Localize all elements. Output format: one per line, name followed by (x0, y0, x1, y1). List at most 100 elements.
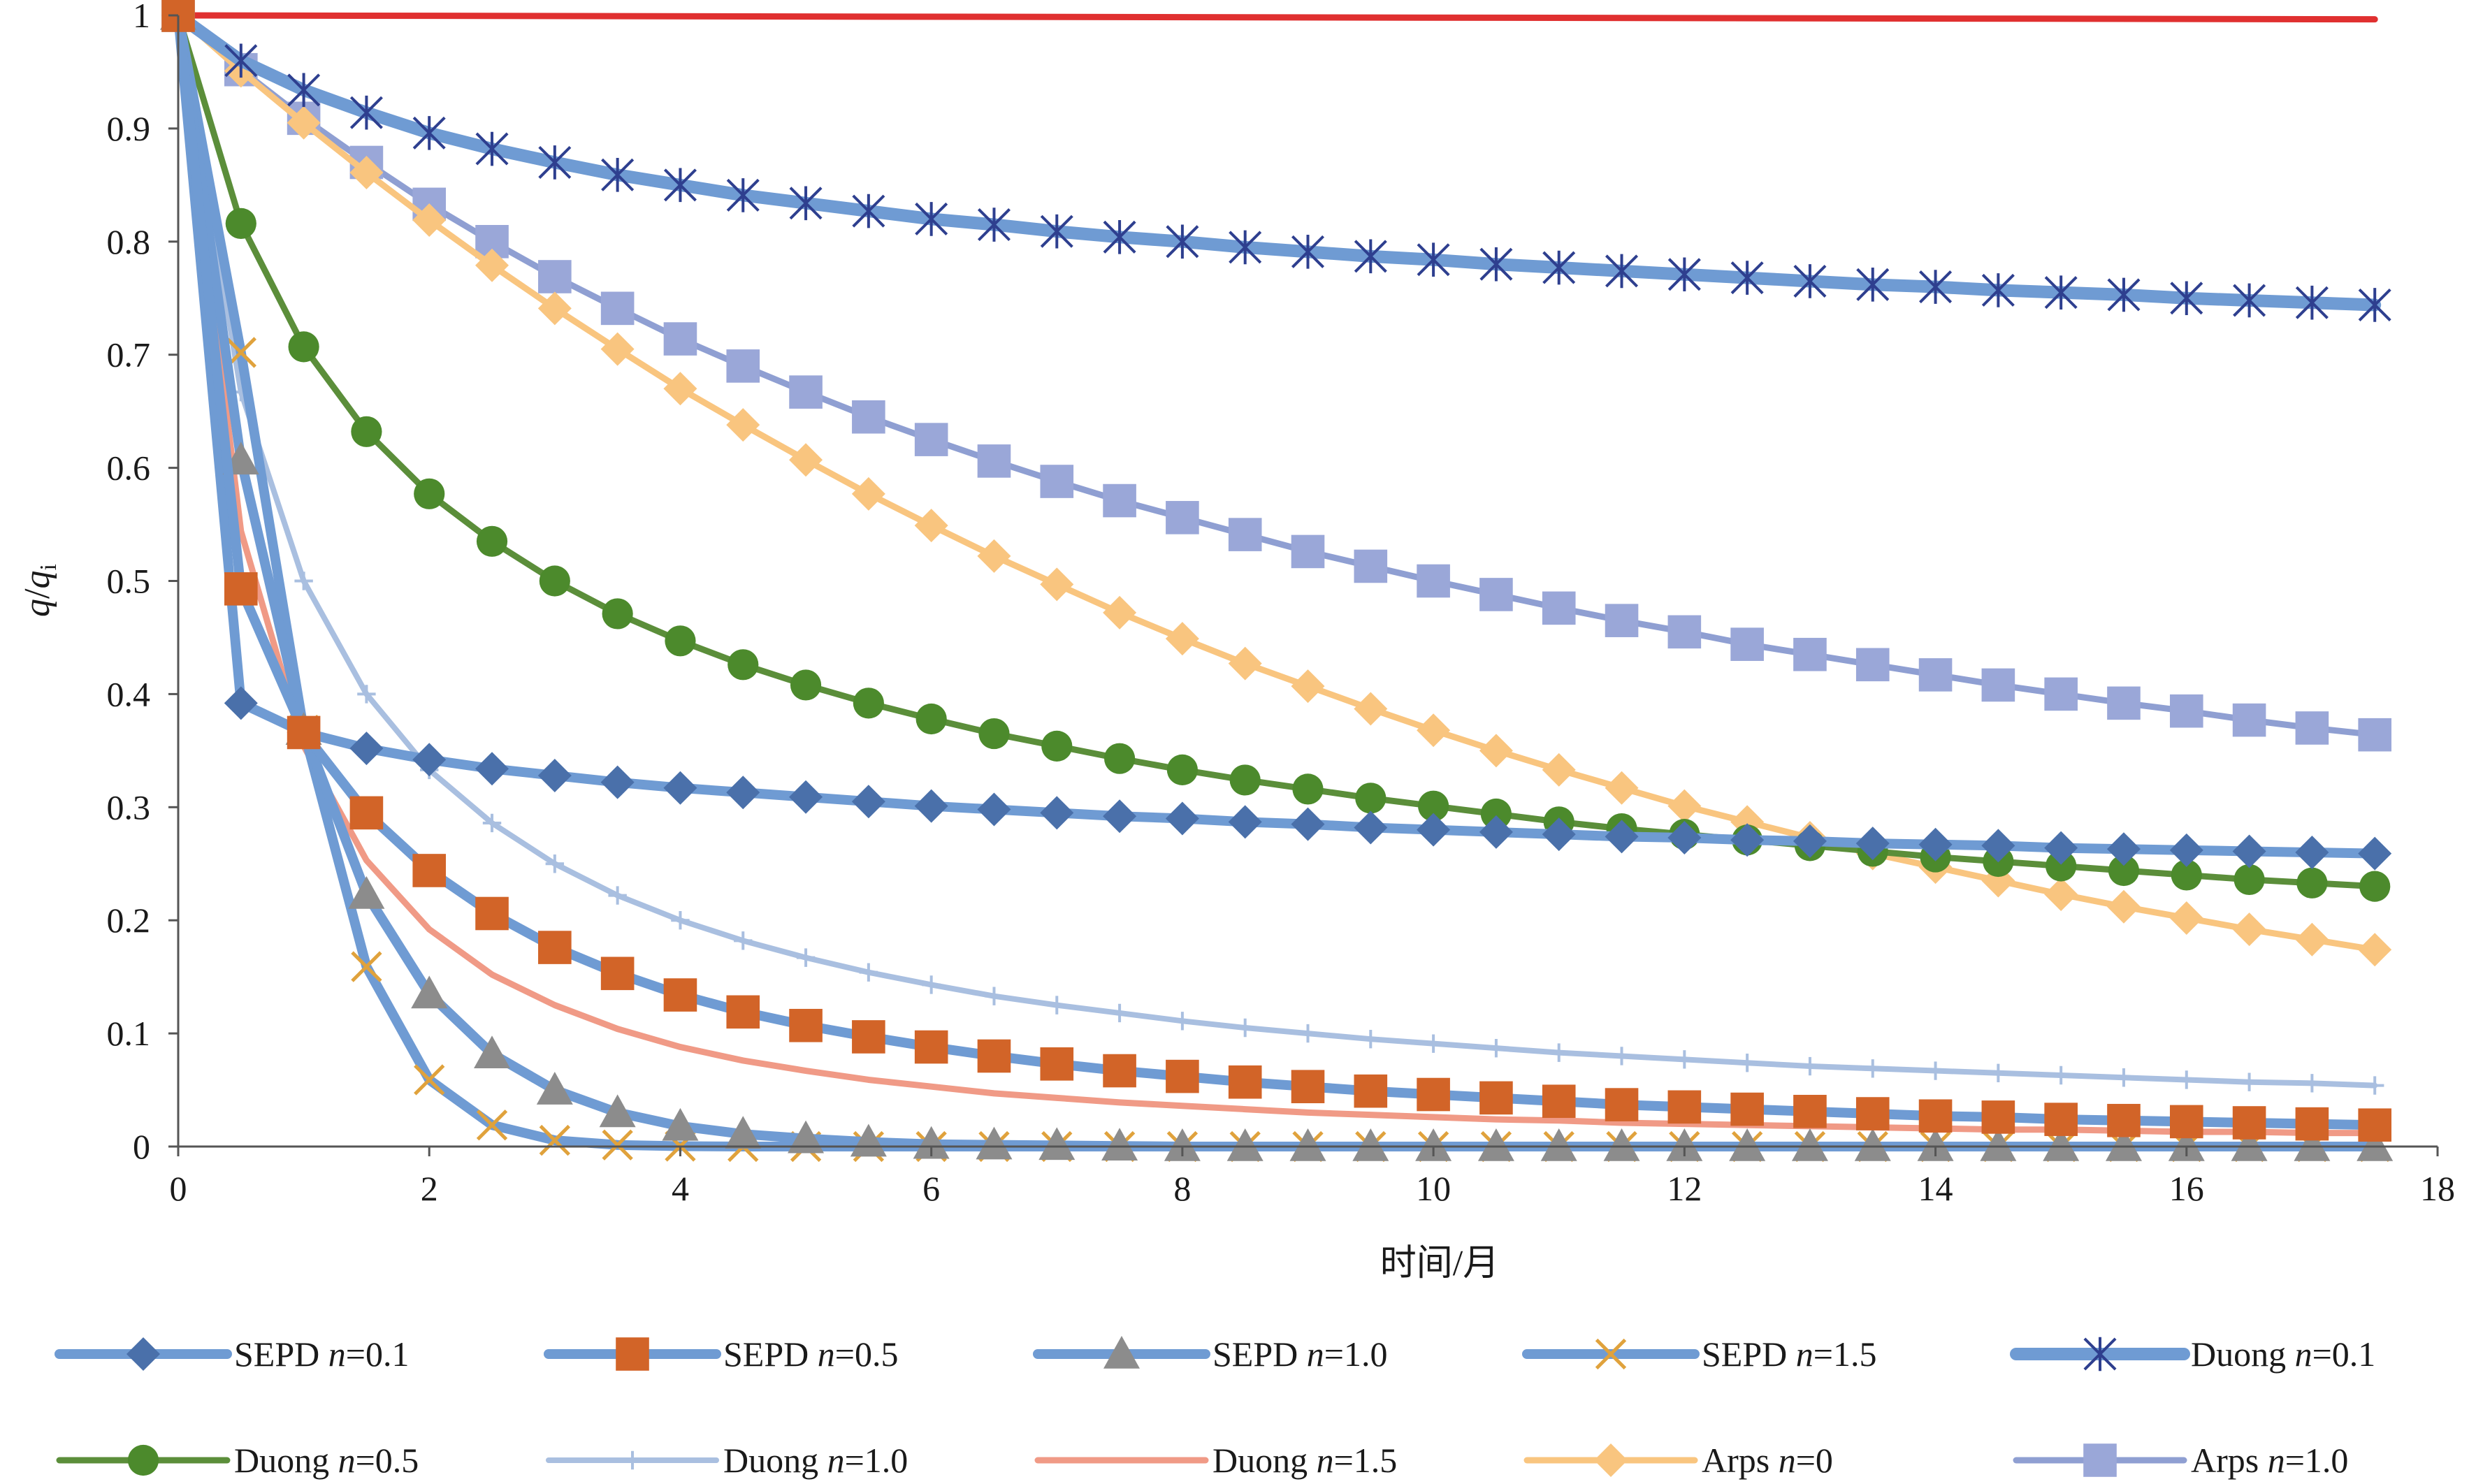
data-point (539, 565, 570, 597)
data-point (1354, 239, 1387, 274)
series-sepd-0 (161, 0, 2392, 871)
legend-item: SEPD n=0.5 (544, 1334, 898, 1374)
legend-label: Duong n=0.5 (234, 1441, 419, 1480)
y-tick-label: 0.3 (107, 787, 151, 827)
legend-label: Duong n=1.0 (723, 1441, 908, 1480)
data-point (1354, 549, 1388, 583)
data-point (2295, 1107, 2329, 1141)
data-point (1981, 1100, 2015, 1134)
data-point (976, 1126, 1013, 1160)
data-point (1415, 1128, 1452, 1161)
legend-n-symbol: n (818, 1334, 835, 1374)
data-point (851, 477, 885, 511)
series-line (173, 10, 2380, 1151)
series-line (175, 12, 2378, 739)
data-point (1103, 743, 1136, 774)
data-point (2169, 1105, 2203, 1139)
x-tick-label: 0 (170, 1169, 187, 1208)
data-point (349, 796, 384, 830)
data-point (1542, 752, 1576, 787)
data-point (922, 975, 941, 994)
y-axis-title-slash: / (17, 588, 57, 599)
data-point (545, 854, 565, 873)
series-line (172, 9, 2382, 312)
data-point (1040, 214, 1073, 249)
legend-n-value: =1.0 (2285, 1441, 2349, 1480)
data-point (600, 956, 635, 991)
data-point (1730, 823, 1765, 857)
legend-series-name: Arps (2191, 1441, 2268, 1480)
data-point (482, 813, 502, 833)
legend-n-symbol: n (1779, 1441, 1796, 1480)
data-point (1354, 810, 1388, 845)
data-point (1480, 798, 1512, 830)
data-point (1355, 783, 1387, 814)
data-point (1040, 465, 1074, 498)
data-point (977, 1039, 1011, 1073)
data-point (1612, 1047, 1631, 1065)
legend-marker (623, 1450, 642, 1470)
data-point (475, 896, 509, 931)
data-point (2107, 686, 2141, 720)
data-point (1164, 1128, 1201, 1161)
data-point (978, 718, 1010, 750)
legend-series-name: SEPD (723, 1334, 818, 1374)
data-point (1793, 1095, 1827, 1128)
data-point (1918, 827, 1953, 861)
data-point (852, 400, 885, 434)
data-point (1289, 1128, 1326, 1161)
data-point (1855, 648, 1890, 682)
data-point (351, 416, 382, 447)
data-point (2295, 285, 2329, 320)
data-point (662, 1107, 699, 1141)
x-tick-label: 10 (1416, 1169, 1451, 1208)
data-point (1354, 692, 1388, 726)
data-point (915, 202, 948, 236)
data-point (788, 1120, 825, 1154)
data-point (1165, 622, 1199, 656)
data-point (1793, 824, 1827, 858)
data-point (1228, 805, 1262, 839)
data-point (2232, 912, 2266, 947)
data-point (1800, 1056, 1820, 1076)
y-tick-label: 0 (133, 1127, 150, 1166)
x-tick-label: 12 (1667, 1169, 1702, 1208)
data-point (1666, 1128, 1703, 1161)
y-tick-label: 0.2 (107, 901, 151, 940)
legend-n-value: =0.1 (346, 1334, 410, 1374)
data-point (2234, 864, 2265, 896)
data-point (726, 178, 760, 212)
data-point (2295, 922, 2329, 956)
data-point (600, 291, 635, 326)
data-point (224, 43, 258, 78)
data-point (850, 1123, 887, 1157)
legend-n-symbol: n (328, 1334, 346, 1374)
y-tick-label: 0.7 (107, 335, 151, 374)
data-point (599, 1094, 636, 1128)
data-point (1291, 1070, 1325, 1103)
data-point (663, 168, 697, 203)
data-point (536, 1072, 573, 1105)
data-point (1981, 273, 2015, 307)
data-point (1417, 1077, 1450, 1112)
legend-n-value: =1.5 (1813, 1334, 1877, 1374)
data-point (2232, 834, 2266, 868)
data-point (2240, 1072, 2259, 1091)
data-point (852, 1020, 885, 1054)
legend-series-name: Duong (723, 1441, 827, 1480)
data-point (2044, 831, 2078, 865)
data-point (985, 987, 1004, 1005)
data-point (608, 886, 627, 905)
data-point (1980, 1128, 2017, 1161)
data-point (1479, 734, 1513, 768)
data-point (1549, 1043, 1568, 1062)
data-point (476, 1110, 508, 1141)
data-point (1166, 501, 1199, 534)
data-point (2046, 850, 2077, 882)
legend-n-value: =1.5 (1334, 1441, 1398, 1480)
data-point (2106, 889, 2141, 924)
legend-n-symbol: n (338, 1441, 356, 1480)
x-tick-label: 8 (1173, 1169, 1191, 1208)
data-point (2358, 288, 2391, 322)
data-point (1417, 713, 1451, 748)
